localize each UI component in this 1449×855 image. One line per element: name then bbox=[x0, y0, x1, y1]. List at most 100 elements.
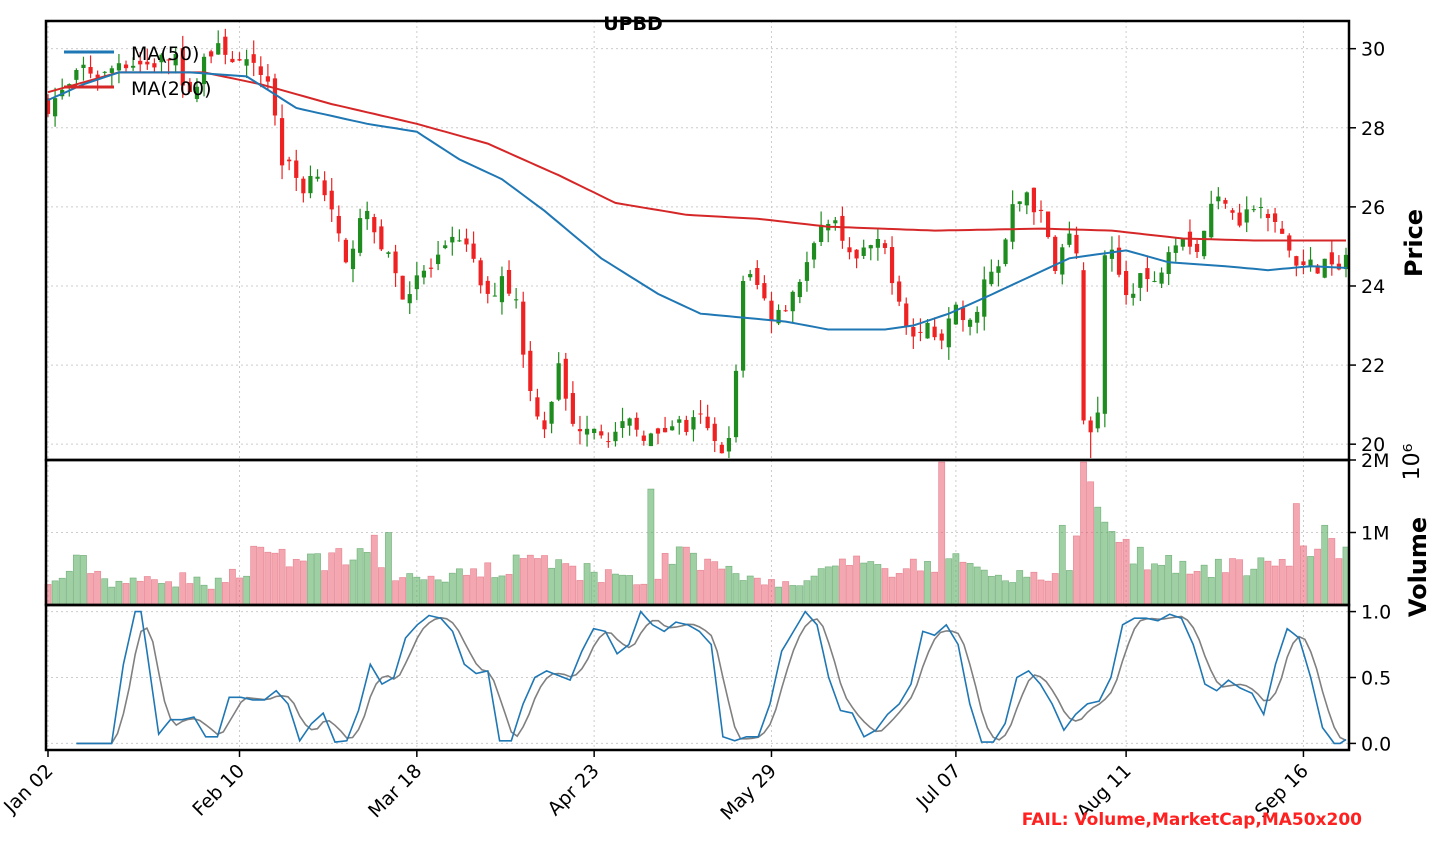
candle-body bbox=[123, 64, 129, 69]
volume-bar bbox=[136, 580, 144, 606]
volume-tick-label: 2M bbox=[1361, 450, 1389, 472]
candle-body bbox=[684, 419, 689, 432]
volume-bar bbox=[1002, 580, 1009, 606]
candle-body bbox=[556, 363, 561, 400]
candle-body bbox=[1067, 233, 1072, 245]
volume-bar bbox=[1087, 481, 1095, 606]
volume-bar bbox=[1222, 572, 1229, 606]
candle-body bbox=[421, 270, 427, 278]
volume-bar bbox=[363, 551, 371, 606]
candle-body bbox=[1280, 228, 1285, 234]
volume-bar bbox=[675, 546, 683, 606]
volume-bar bbox=[321, 570, 329, 606]
volume-bar bbox=[200, 584, 208, 606]
candle-body bbox=[1209, 203, 1214, 238]
volume-bar bbox=[193, 576, 201, 606]
candle-body bbox=[662, 427, 668, 433]
volume-bar bbox=[1292, 503, 1300, 606]
candle-body bbox=[492, 295, 497, 297]
candle-body bbox=[521, 301, 526, 355]
volume-bar bbox=[257, 546, 265, 606]
candle-body bbox=[244, 59, 249, 66]
candle-body bbox=[811, 243, 817, 260]
volume-bar bbox=[980, 569, 988, 606]
volume-bar bbox=[796, 585, 804, 606]
candle-body bbox=[350, 248, 356, 270]
volume-bar bbox=[1207, 576, 1215, 606]
candle-body bbox=[279, 118, 285, 166]
candle-body bbox=[173, 53, 178, 66]
volume-bar bbox=[1257, 557, 1265, 606]
volume-bar bbox=[817, 568, 825, 606]
volume-bar bbox=[186, 583, 194, 606]
volume-bar bbox=[881, 568, 889, 606]
volume-bar bbox=[902, 568, 910, 606]
candle-body bbox=[138, 60, 143, 65]
volume-bar bbox=[1321, 524, 1329, 606]
candle-body bbox=[748, 274, 753, 278]
candle-body bbox=[819, 224, 824, 243]
volume-bar bbox=[292, 558, 300, 606]
candle-body bbox=[904, 303, 909, 327]
volume-bar bbox=[1186, 573, 1194, 606]
candle-body bbox=[932, 326, 937, 338]
candle-body bbox=[1024, 192, 1029, 206]
candle-body bbox=[1272, 213, 1278, 222]
volume-bar bbox=[668, 563, 676, 606]
volume-bar bbox=[250, 545, 258, 606]
volume-bar bbox=[775, 586, 782, 606]
candle-body bbox=[882, 243, 888, 248]
stochastic-axis-ticks: 0.0 0.5 1.0 bbox=[1349, 602, 1391, 755]
candle-body bbox=[1173, 245, 1178, 253]
volume-bar bbox=[938, 461, 946, 606]
candle-body bbox=[166, 59, 171, 61]
candle-body bbox=[549, 401, 554, 424]
candle-body bbox=[1152, 280, 1157, 282]
candle-body bbox=[755, 267, 760, 285]
volume-bar bbox=[271, 552, 279, 606]
volume-bar bbox=[597, 582, 605, 606]
candle-body bbox=[265, 76, 270, 82]
candle-body bbox=[1308, 259, 1313, 267]
fail-annotation: FAIL: Volume,MarketCap,MA50x200 bbox=[1022, 810, 1362, 830]
price-tick-label: 28 bbox=[1361, 118, 1385, 140]
volume-bar bbox=[732, 573, 740, 606]
volume-bar bbox=[1165, 554, 1173, 606]
volume-bar bbox=[328, 552, 336, 606]
candle-body bbox=[790, 291, 795, 312]
candle-body bbox=[1116, 247, 1122, 275]
date-tick-label: May 29 bbox=[716, 760, 781, 825]
volume-bar bbox=[1051, 573, 1059, 606]
candle-body bbox=[719, 444, 724, 454]
volume-bar bbox=[753, 577, 761, 606]
candle-body bbox=[45, 98, 51, 114]
volume-bar bbox=[491, 577, 499, 606]
candle-body bbox=[237, 59, 242, 61]
candle-body bbox=[109, 68, 114, 73]
volume-bar bbox=[1023, 576, 1031, 606]
candle-body bbox=[606, 441, 611, 443]
volume-bar bbox=[1136, 546, 1144, 606]
volume-bar bbox=[1179, 560, 1187, 606]
candle-body bbox=[471, 243, 476, 259]
volume-bar bbox=[1080, 461, 1087, 606]
volume-bar bbox=[356, 548, 364, 606]
price-panel-grid bbox=[46, 21, 1349, 460]
candle-body bbox=[996, 266, 1001, 273]
volume-bar bbox=[1300, 545, 1307, 606]
volume-bar bbox=[874, 564, 882, 606]
volume-bar bbox=[534, 558, 541, 606]
candle-body bbox=[81, 64, 86, 69]
candle-body bbox=[308, 176, 313, 194]
volume-bar bbox=[640, 583, 648, 606]
candle-body bbox=[733, 370, 739, 438]
volume-bar bbox=[1229, 558, 1236, 606]
candle-body bbox=[783, 310, 788, 312]
candle-body bbox=[336, 215, 341, 234]
volume-bar bbox=[221, 582, 229, 606]
price-panel-frame bbox=[44, 19, 1351, 462]
candle-body bbox=[287, 159, 292, 162]
volume-bar bbox=[619, 574, 626, 606]
candle-body bbox=[1343, 254, 1349, 270]
volume-bar bbox=[548, 567, 555, 606]
